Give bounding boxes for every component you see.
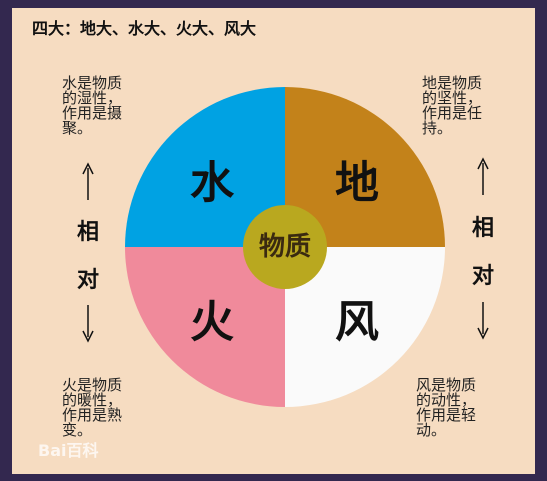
quadrant-label: 地 <box>335 158 379 209</box>
description-line: 持。 <box>422 119 452 137</box>
arrow-head <box>477 327 489 340</box>
watermark: Bai百科 <box>38 441 98 460</box>
description-line: 水是物质 <box>62 74 122 92</box>
description-line: 的坚性， <box>422 89 482 107</box>
description-line: 聚。 <box>62 119 92 137</box>
description-line: 火是物质 <box>62 376 122 394</box>
wheel: 物质 水 地 火 风 <box>125 87 445 407</box>
description-line: 的暖性， <box>62 391 122 409</box>
quadrant <box>125 247 285 407</box>
quadrant-label: 火 <box>190 297 234 348</box>
description-line: 作用是熟 <box>62 406 122 424</box>
arrow-head <box>477 157 489 170</box>
quadrant-label: 风 <box>335 297 379 348</box>
relation-label: 对 <box>472 263 494 289</box>
description-line: 风是物质 <box>416 376 476 394</box>
description-line: 地是物质 <box>422 74 482 92</box>
quadrant-label: 水 <box>190 158 235 209</box>
description-line: 作用是摄 <box>62 104 122 122</box>
center-circle <box>243 205 327 289</box>
arrow-head <box>82 162 94 175</box>
description-line: 的动性， <box>416 391 476 409</box>
quadrant <box>285 247 445 407</box>
description-line: 作用是轻 <box>416 406 476 424</box>
arrow-head <box>82 330 94 343</box>
quadrant <box>125 87 285 247</box>
relation-label: 相 <box>472 215 494 241</box>
relation-label: 对 <box>77 267 99 293</box>
relation-right: 相 对 <box>472 157 494 340</box>
title: 四大：地大、水大、火大、风大 <box>32 19 256 38</box>
description-line: 变。 <box>62 421 92 439</box>
relation-left: 相 对 <box>77 162 99 343</box>
description-line: 动。 <box>416 421 446 439</box>
description-line: 的湿性， <box>62 89 122 107</box>
center-label: 物质 <box>259 232 311 262</box>
relation-label: 相 <box>77 219 99 245</box>
quadrant <box>285 87 445 247</box>
description-line: 作用是任 <box>422 104 482 122</box>
